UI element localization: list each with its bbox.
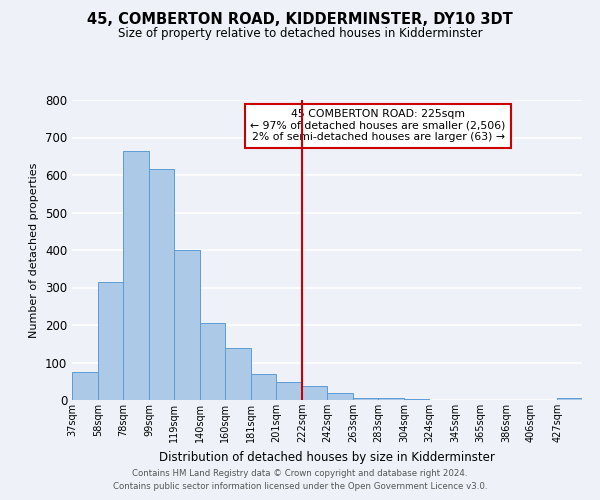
- Y-axis label: Number of detached properties: Number of detached properties: [29, 162, 40, 338]
- Bar: [225, 348, 251, 400]
- Bar: [98, 282, 123, 400]
- Text: 45 COMBERTON ROAD: 225sqm
← 97% of detached houses are smaller (2,506)
2% of sem: 45 COMBERTON ROAD: 225sqm ← 97% of detac…: [250, 109, 506, 142]
- Bar: [276, 382, 302, 400]
- Text: Size of property relative to detached houses in Kidderminster: Size of property relative to detached ho…: [118, 28, 482, 40]
- Text: Contains HM Land Registry data © Crown copyright and database right 2024.: Contains HM Land Registry data © Crown c…: [132, 468, 468, 477]
- Bar: [404, 399, 429, 400]
- Bar: [378, 398, 404, 400]
- Text: Contains public sector information licensed under the Open Government Licence v3: Contains public sector information licen…: [113, 482, 487, 491]
- Bar: [72, 372, 98, 400]
- Bar: [302, 386, 327, 400]
- Bar: [174, 250, 200, 400]
- Bar: [149, 170, 174, 400]
- Text: 45, COMBERTON ROAD, KIDDERMINSTER, DY10 3DT: 45, COMBERTON ROAD, KIDDERMINSTER, DY10 …: [87, 12, 513, 28]
- Bar: [353, 398, 378, 400]
- Bar: [251, 374, 276, 400]
- Bar: [327, 392, 353, 400]
- Bar: [557, 398, 582, 400]
- Bar: [200, 323, 225, 400]
- Bar: [123, 150, 149, 400]
- X-axis label: Distribution of detached houses by size in Kidderminster: Distribution of detached houses by size …: [159, 450, 495, 464]
